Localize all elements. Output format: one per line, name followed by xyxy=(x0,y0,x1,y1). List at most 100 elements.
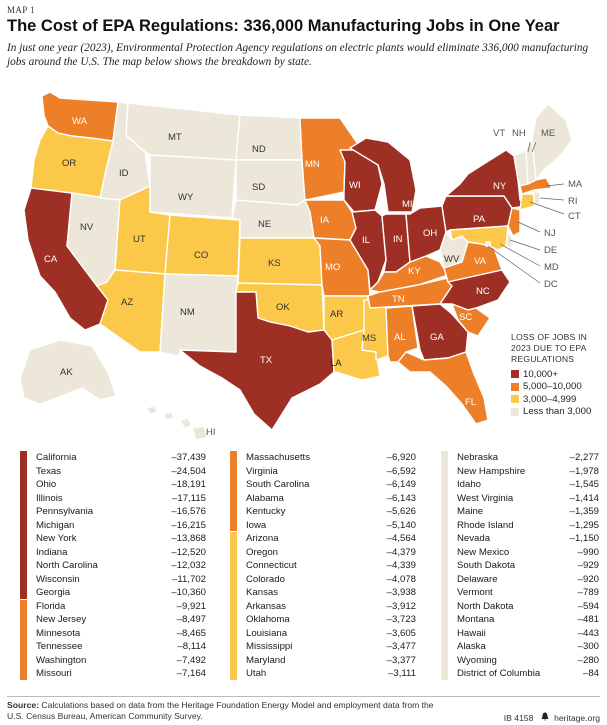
job-loss-value: –6,149 xyxy=(386,479,416,490)
map-label-MN: MN xyxy=(305,159,320,170)
state-name: Kansas xyxy=(246,587,278,598)
table-row: Connecticut –4,339 xyxy=(246,559,416,572)
table-column-3: Nebraska –2,277 New Hampshire –1,978 Idaho –1… xyxy=(441,451,599,681)
map-label-HI: HI xyxy=(206,427,216,438)
state-name: South Dakota xyxy=(457,560,516,571)
state-MS xyxy=(361,299,389,361)
map-label-KY: KY xyxy=(408,266,421,277)
map-label-MT: MT xyxy=(168,132,182,143)
table-row: Kansas –3,938 xyxy=(246,586,416,599)
state-name: Rhode Island xyxy=(457,519,514,531)
us-choropleth-map: WA OR CA NV ID MT WY UT AZ CO NM ND SD N… xyxy=(19,91,583,441)
job-loss-value: –37,439 xyxy=(171,452,206,463)
map-label-MD: MD xyxy=(544,262,559,273)
job-loss-value: –3,723 xyxy=(386,614,416,625)
map-label-NV: NV xyxy=(80,222,94,233)
state-CO xyxy=(164,214,241,277)
state-TX xyxy=(179,291,335,431)
table-row: New Mexico –990 xyxy=(457,546,599,559)
state-name: Washington xyxy=(36,654,87,666)
job-loss-value: –9,921 xyxy=(176,600,206,612)
page-subtitle: In just one year (2023), Environmental P… xyxy=(7,42,589,68)
state-name: West Virginia xyxy=(457,492,514,504)
map-label-OR: OR xyxy=(62,158,76,169)
map-label-WY: WY xyxy=(178,192,194,203)
state-name: Nebraska xyxy=(457,452,499,463)
map-label-LA: LA xyxy=(330,358,342,369)
state-name: Illinois xyxy=(36,492,63,504)
state-name: Idaho xyxy=(457,479,482,490)
source-text: Calculations based on data from the Heri… xyxy=(7,700,434,721)
table-row: Washington –7,492 xyxy=(36,654,206,667)
map-state-labels: WA OR CA NV ID MT WY UT AZ CO NM ND SD N… xyxy=(44,116,583,438)
table-row: Montana –481 xyxy=(457,613,599,626)
map-label-NC: NC xyxy=(476,286,490,297)
map-label-TX: TX xyxy=(260,355,273,366)
state-ND xyxy=(235,114,303,161)
state-name: North Carolina xyxy=(36,560,98,571)
job-loss-value: –10,360 xyxy=(171,587,206,598)
site-name: heritage.org xyxy=(554,713,600,723)
job-loss-value: –1,150 xyxy=(569,533,599,544)
category-bar xyxy=(441,451,448,681)
state-name: Arkansas xyxy=(246,600,286,612)
state-name: Vermont xyxy=(457,587,493,598)
map-label-WV: WV xyxy=(444,254,460,265)
table-row: Arkansas –3,912 xyxy=(246,600,416,613)
state-HI-3 xyxy=(179,417,193,429)
state-name: New Mexico xyxy=(457,546,510,558)
state-name: New Jersey xyxy=(36,614,87,625)
state-name: Nevada xyxy=(457,533,491,544)
table-row: Wisconsin –11,702 xyxy=(36,573,206,586)
state-ME xyxy=(531,103,573,181)
state-WY xyxy=(149,154,237,219)
job-loss-table: California –37,439 Texas –24,504 Ohio –18,191… xyxy=(0,451,607,695)
state-NM xyxy=(159,273,239,357)
map-number-label: MAP 1 xyxy=(7,5,35,15)
map-label-VA: VA xyxy=(474,256,487,267)
legend-swatch-dark-red xyxy=(511,370,519,379)
state-name: Montana xyxy=(457,614,495,625)
map-label-DE: DE xyxy=(544,245,557,256)
job-loss-value: –5,140 xyxy=(386,519,416,531)
job-loss-value: –6,920 xyxy=(386,452,416,463)
state-name: Oregon xyxy=(246,546,278,558)
job-loss-value: –789 xyxy=(577,587,599,598)
table-row: Maine –1,359 xyxy=(457,505,599,518)
state-NJ xyxy=(507,207,521,237)
table-row: Minnesota –8,465 xyxy=(36,627,206,640)
map-label-WI: WI xyxy=(349,180,361,191)
job-loss-value: –1,545 xyxy=(569,479,599,490)
job-loss-value: –3,912 xyxy=(386,600,416,612)
map-label-NM: NM xyxy=(180,307,195,318)
table-row: Oregon –4,379 xyxy=(246,546,416,559)
table-row: Idaho –1,545 xyxy=(457,478,599,491)
state-name: Louisiana xyxy=(246,627,288,639)
table-column-1: California –37,439 Texas –24,504 Ohio –18,191… xyxy=(20,451,206,681)
legend-item: 5,000–10,000 xyxy=(511,381,607,394)
job-loss-value: –8,114 xyxy=(177,641,206,652)
job-loss-value: –12,032 xyxy=(171,560,206,571)
state-SC xyxy=(451,303,491,337)
page-title: The Cost of EPA Regulations: 336,000 Man… xyxy=(7,17,560,35)
job-loss-value: –300 xyxy=(577,641,599,652)
map-label-MI: MI xyxy=(402,199,413,210)
report-id: IB 4158 xyxy=(503,713,534,723)
state-name: Pennsylvania xyxy=(36,506,94,517)
map-label-GA: GA xyxy=(430,332,444,343)
table-row: Massachusetts –6,920 xyxy=(246,451,416,464)
category-bar-segment xyxy=(441,451,448,680)
table-row: California –37,439 xyxy=(36,451,206,464)
category-bar xyxy=(230,451,237,681)
footer-credit: IB 4158 heritage.org xyxy=(504,712,600,723)
table-row: District of Columbia –84 xyxy=(457,667,599,680)
job-loss-value: –7,164 xyxy=(176,668,206,679)
state-name: Colorado xyxy=(246,573,285,585)
state-name: Connecticut xyxy=(246,560,297,571)
table-row: Mississippi –3,477 xyxy=(246,640,416,653)
category-bar-segment xyxy=(20,451,27,599)
state-AZ xyxy=(96,269,166,353)
job-loss-value: –12,520 xyxy=(171,546,206,558)
table-row: Georgia –10,360 xyxy=(36,586,206,599)
map-label-CT: CT xyxy=(568,211,581,222)
